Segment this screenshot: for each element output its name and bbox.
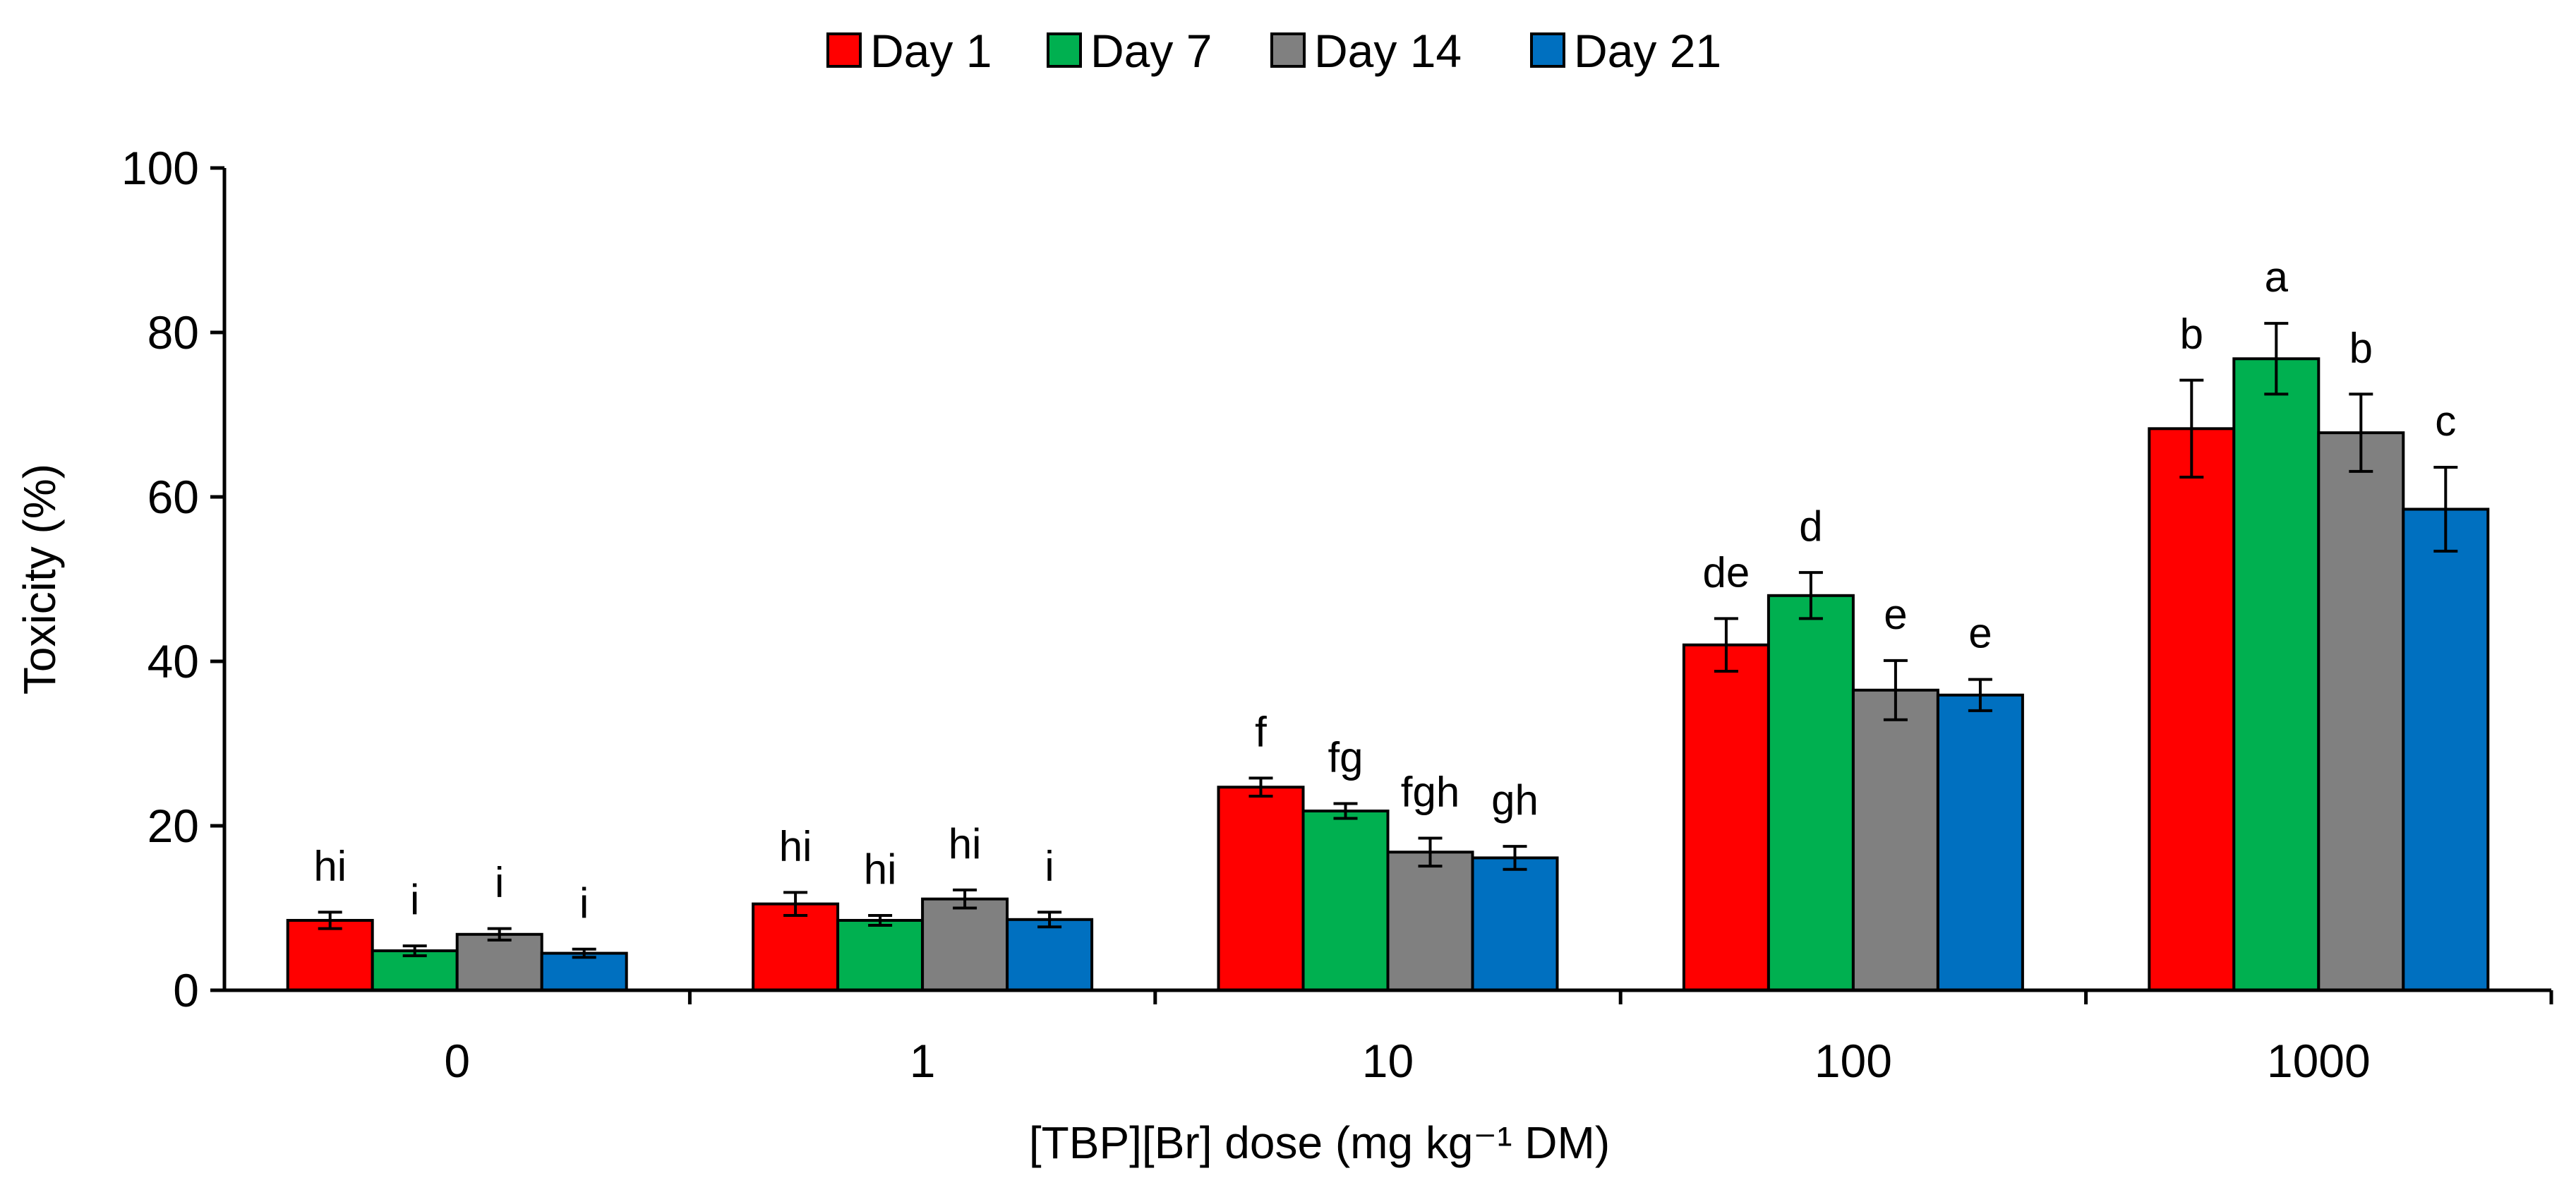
significance-label: c [2435, 397, 2456, 445]
significance-label: de [1703, 548, 1750, 596]
significance-label: i [1045, 842, 1054, 889]
significance-label: gh [1491, 776, 1539, 824]
significance-label: d [1799, 503, 1822, 550]
bar-day-1 [752, 902, 840, 992]
legend-swatch [826, 32, 862, 68]
legend-swatch [1530, 32, 1565, 68]
error-bar [1714, 617, 1738, 673]
significance-label: i [410, 876, 419, 923]
error-bar [2179, 378, 2204, 479]
significance-label: e [1968, 610, 1992, 657]
legend-label: Day 14 [1314, 25, 1462, 77]
significance-label: hi [864, 846, 897, 893]
legend-item: Day 14 [1270, 25, 1462, 77]
bar-day-1 [2148, 427, 2236, 992]
significance-label: hi [779, 822, 812, 870]
y-tick-label: 60 [148, 471, 199, 523]
y-tick-label: 40 [148, 635, 199, 687]
bar-day-14 [2317, 431, 2405, 992]
y-tick-label: 0 [173, 964, 199, 1016]
significance-label: f [1255, 708, 1267, 755]
error-bar [1883, 659, 1908, 721]
x-axis-title: [TBP][Br] dose (mg kg⁻¹ DM) [1029, 1117, 1610, 1168]
bar-day-21 [1471, 856, 1559, 992]
error-bar [1968, 678, 1992, 712]
error-bar [2264, 322, 2289, 396]
bar-day-21 [540, 951, 628, 992]
error-bar [318, 910, 342, 930]
x-tick-label: 1 [910, 1035, 936, 1087]
error-bar [1333, 802, 1358, 820]
bar-day-7 [371, 949, 459, 992]
error-bar [783, 891, 808, 917]
error-bar [1248, 776, 1273, 798]
x-tick-label: 1000 [2267, 1035, 2371, 1087]
significance-label: b [2180, 311, 2203, 358]
y-axis-title: Toxicity (%) [14, 464, 65, 695]
x-tick-label: 10 [1362, 1035, 1414, 1087]
bar-day-21 [2402, 507, 2490, 992]
legend-item: Day 21 [1530, 25, 1721, 77]
legend: Day 1 Day 7 Day 14 Day 21 [826, 25, 1721, 77]
axes-group [222, 168, 2551, 992]
legend-label: Day 7 [1090, 25, 1212, 77]
legend-label: Day 1 [870, 25, 992, 77]
error-bar [1418, 836, 1443, 868]
error-bar [868, 913, 893, 927]
significance-label: fgh [1401, 768, 1459, 815]
error-bar [1798, 571, 1823, 620]
significance-label: hi [949, 820, 982, 867]
bar-day-14 [921, 897, 1009, 992]
significance-label: e [1884, 591, 1907, 638]
legend-swatch [1270, 32, 1306, 68]
significance-label: i [495, 859, 504, 906]
bar-day-21 [1006, 918, 1094, 992]
bar-day-14 [455, 932, 543, 992]
error-bar [2433, 466, 2458, 553]
error-bar [953, 888, 977, 910]
x-tick-label: 100 [1814, 1035, 1892, 1087]
error-bar [1037, 910, 1062, 929]
error-bar [1503, 845, 1527, 871]
error-bar [572, 947, 596, 959]
error-bar [487, 927, 512, 942]
legend-label: Day 21 [1574, 25, 1721, 77]
legend-item: Day 7 [1047, 25, 1212, 77]
bar-day-7 [1767, 594, 1855, 992]
significance-label: a [2265, 253, 2289, 301]
bar-day-14 [1851, 688, 1939, 992]
bar-day-7 [2232, 357, 2321, 992]
bar-day-21 [1936, 693, 2024, 992]
bar-day-1 [286, 918, 374, 992]
significance-label: b [2349, 324, 2373, 371]
x-tick-label: 0 [444, 1035, 470, 1087]
bar-day-7 [1301, 810, 1390, 992]
bar-day-7 [836, 918, 925, 992]
significance-label: fg [1328, 734, 1363, 781]
legend-item: Day 1 [826, 25, 992, 77]
significance-label: i [579, 879, 589, 927]
bar-day-14 [1386, 851, 1474, 992]
legend-swatch [1047, 32, 1082, 68]
bar-day-1 [1217, 786, 1305, 992]
y-tick-label: 20 [148, 800, 199, 852]
y-tick-label: 100 [121, 142, 199, 194]
error-bar [2349, 392, 2373, 473]
y-tick-label: 80 [148, 306, 199, 359]
significance-label: hi [313, 842, 347, 889]
error-bar [402, 944, 427, 958]
bar-day-1 [1682, 643, 1770, 992]
